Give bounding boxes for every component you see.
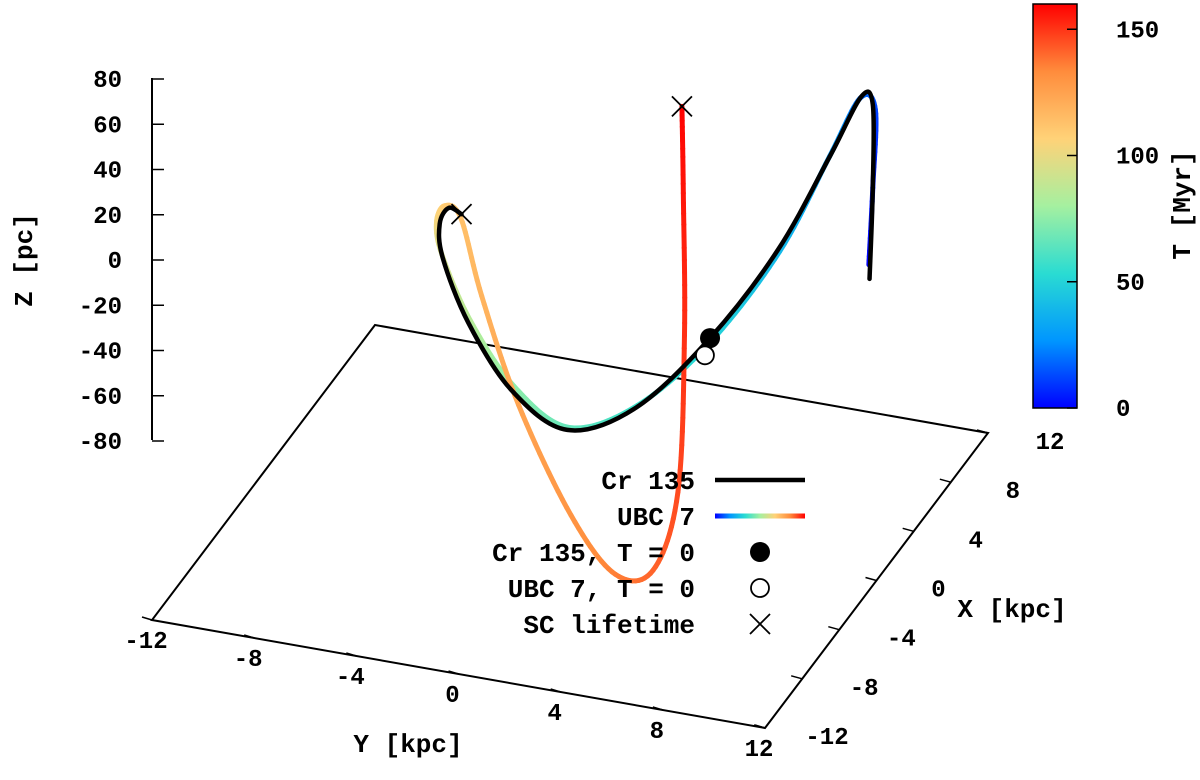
legend-open-circle <box>750 578 770 598</box>
z-axis-label: Z [pc] <box>10 213 40 307</box>
y-tick-mark <box>243 634 255 639</box>
marker-open-circle <box>695 345 715 366</box>
x-tick-label: 4 <box>968 528 982 555</box>
y-tick-label: -8 <box>234 647 263 674</box>
x-tick-mark <box>976 429 989 434</box>
z-tick-label: 40 <box>93 159 122 186</box>
x-axis-label: X [kpc] <box>957 595 1066 625</box>
y-tick-label: 12 <box>745 737 774 764</box>
marker-cross <box>450 203 473 225</box>
y-axis-ticks: -12 -8 -4 0 4 8 12 <box>124 616 774 764</box>
x-tick-mark <box>828 625 840 631</box>
colorbar-tick-label: 150 <box>1116 18 1159 45</box>
y-tick-mark <box>550 688 561 693</box>
y-tick-label: 4 <box>547 701 561 728</box>
x-tick-mark <box>939 478 952 483</box>
y-axis-label: Y [kpc] <box>353 730 462 760</box>
y-tick-mark <box>448 670 459 675</box>
y-tick-label: 8 <box>650 719 664 746</box>
marker-filled-circle <box>700 328 721 349</box>
x-tick-mark <box>902 527 914 533</box>
y-tick-mark <box>141 616 153 621</box>
marker-cross <box>671 95 693 118</box>
x-tick-label: -12 <box>805 725 848 752</box>
y-tick-mark <box>754 724 766 729</box>
y-tick-label: -12 <box>124 629 167 656</box>
base-plane <box>150 323 990 730</box>
y-tick-mark <box>346 652 357 657</box>
x-tick-label: -4 <box>887 627 916 654</box>
legend-label: Cr 135, T = 0 <box>492 539 695 569</box>
z-tick-label: 0 <box>108 249 122 276</box>
z-tick-label: -40 <box>79 340 122 367</box>
z-tick-label: 80 <box>93 68 122 95</box>
colorbar-ticks: 0 50 100 150 <box>1067 18 1159 424</box>
x-tick-label: 12 <box>1036 430 1065 457</box>
x-tick-label: -8 <box>850 676 879 703</box>
z-tick-label: 20 <box>93 204 122 231</box>
colorbar-tick-label: 50 <box>1116 271 1145 298</box>
z-tick-label: -80 <box>79 430 122 457</box>
x-axis-ticks: -12-8 -4 048 12 <box>753 429 1065 752</box>
legend-label: Cr 135 <box>601 467 695 497</box>
legend: Cr 135 UBC 7 Cr 135, T = 0 UBC 7, T = 0 SC l… <box>492 467 805 641</box>
z-tick-label: 60 <box>93 113 122 140</box>
x-tick-mark <box>865 576 877 582</box>
legend-label: UBC 7 <box>617 503 695 533</box>
z-axis-ticks: -80 -60 -40 -20 0 20 40 60 80 <box>79 68 164 457</box>
series-layer <box>433 89 879 584</box>
legend-cross <box>749 613 771 635</box>
colorbar-label: T [Myr] <box>1168 150 1198 259</box>
y-tick-mark <box>652 706 664 711</box>
colorbar-tick-label: 100 <box>1116 145 1159 172</box>
colorbar <box>1032 3 1078 409</box>
legend-label: UBC 7, T = 0 <box>508 575 695 605</box>
y-tick-label: -4 <box>336 665 365 692</box>
z-tick-label: -60 <box>79 385 122 412</box>
colorbar-tick-label: 0 <box>1116 397 1130 424</box>
legend-label: SC lifetime <box>523 611 695 641</box>
legend-filled-circle <box>750 542 770 562</box>
x-tick-label: 0 <box>931 578 945 605</box>
marker-layer <box>450 95 721 366</box>
legend-line-ubc7 <box>715 513 805 519</box>
series-cr135 <box>436 89 877 433</box>
z-tick-label: -20 <box>79 294 122 321</box>
y-tick-label: 0 <box>445 683 459 710</box>
x-tick-label: 8 <box>1006 479 1020 506</box>
x-tick-mark <box>790 675 803 680</box>
